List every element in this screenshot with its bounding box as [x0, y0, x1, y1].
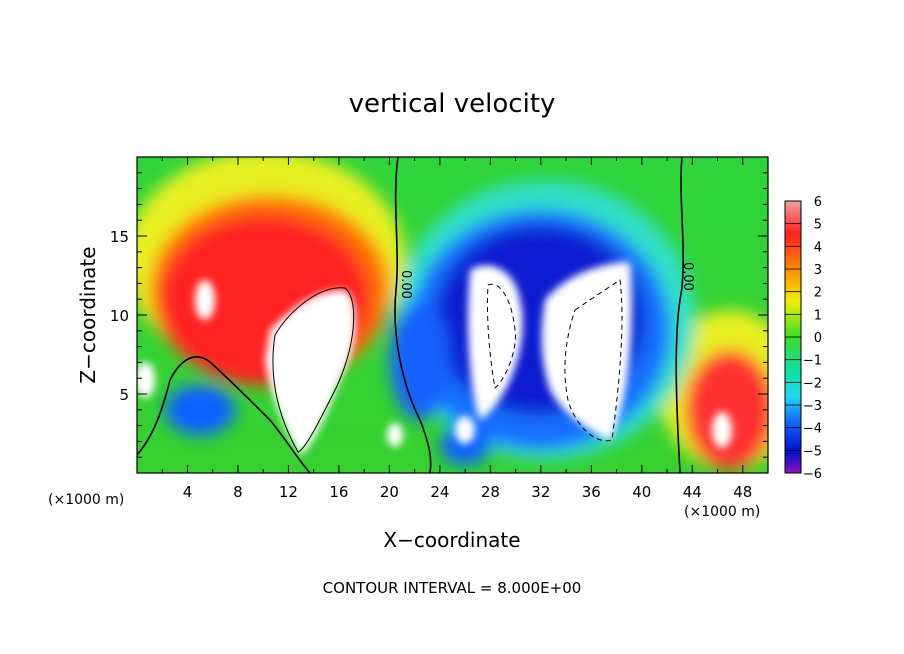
colorbar-label: 0 [814, 331, 822, 346]
colorbar-label: 3 [814, 263, 822, 278]
colorbar-label: 4 [814, 240, 822, 255]
x-tick-label: 36 [582, 483, 601, 501]
contour-label: 0.00 [398, 270, 413, 299]
x-tick-label: 16 [329, 483, 348, 501]
colorbar-label: 1 [814, 308, 822, 323]
x-tick-label: 40 [632, 483, 651, 501]
y-axis-label: Z−coordinate [76, 246, 100, 383]
colorbar: 6 5 4 3 2 1 0 −1 −2 −3 −4 −5 −6 [784, 195, 822, 482]
chart-title: vertical velocity [349, 89, 556, 119]
colorbar-label: −6 [803, 467, 822, 482]
x-tick-label: 20 [380, 483, 399, 501]
x-tick-label: 24 [430, 483, 449, 501]
updraft-core-contour [272, 287, 355, 453]
x-tick-label: 48 [733, 483, 752, 501]
colorbar-label: −5 [803, 444, 822, 459]
x-axis-label: X−coordinate [383, 528, 520, 552]
x-axis: 4 8 12 16 20 24 28 32 36 40 44 48 [161, 157, 752, 501]
x-unit-label-left: (×1000 m) [48, 492, 124, 508]
y-tick-label: 10 [110, 307, 129, 325]
x-unit-label-right: (×1000 m) [684, 504, 760, 520]
lower-contour-left [137, 356, 311, 473]
x-tick-label: 8 [233, 483, 243, 501]
y-tick-label: 5 [119, 386, 129, 404]
colorbar-label: 5 [814, 218, 822, 233]
zero-contour-right [675, 157, 685, 473]
colorbar-label: 6 [814, 195, 822, 210]
y-tick-label: 15 [110, 228, 129, 246]
colorbar-label: −4 [803, 422, 822, 437]
downdraft-contour-right [564, 279, 623, 442]
x-tick-label: 28 [481, 483, 500, 501]
x-tick-label: 32 [531, 483, 550, 501]
colorbar-label: −1 [803, 354, 822, 369]
contour-interval-note: CONTOUR INTERVAL = 8.000E+00 [323, 579, 582, 597]
downdraft-contour-left [486, 283, 516, 389]
zero-contour-left [394, 157, 432, 473]
colorbar-label: −3 [803, 399, 822, 414]
colorbar-label: −2 [803, 376, 822, 391]
x-tick-label: 12 [279, 483, 298, 501]
contour-label: 0.00 [680, 262, 695, 291]
colorbar-label: 2 [814, 286, 822, 301]
x-tick-label: 44 [683, 483, 702, 501]
y-axis: 5 10 15 [110, 172, 768, 458]
plot-area [137, 157, 768, 473]
x-tick-label: 4 [183, 483, 193, 501]
